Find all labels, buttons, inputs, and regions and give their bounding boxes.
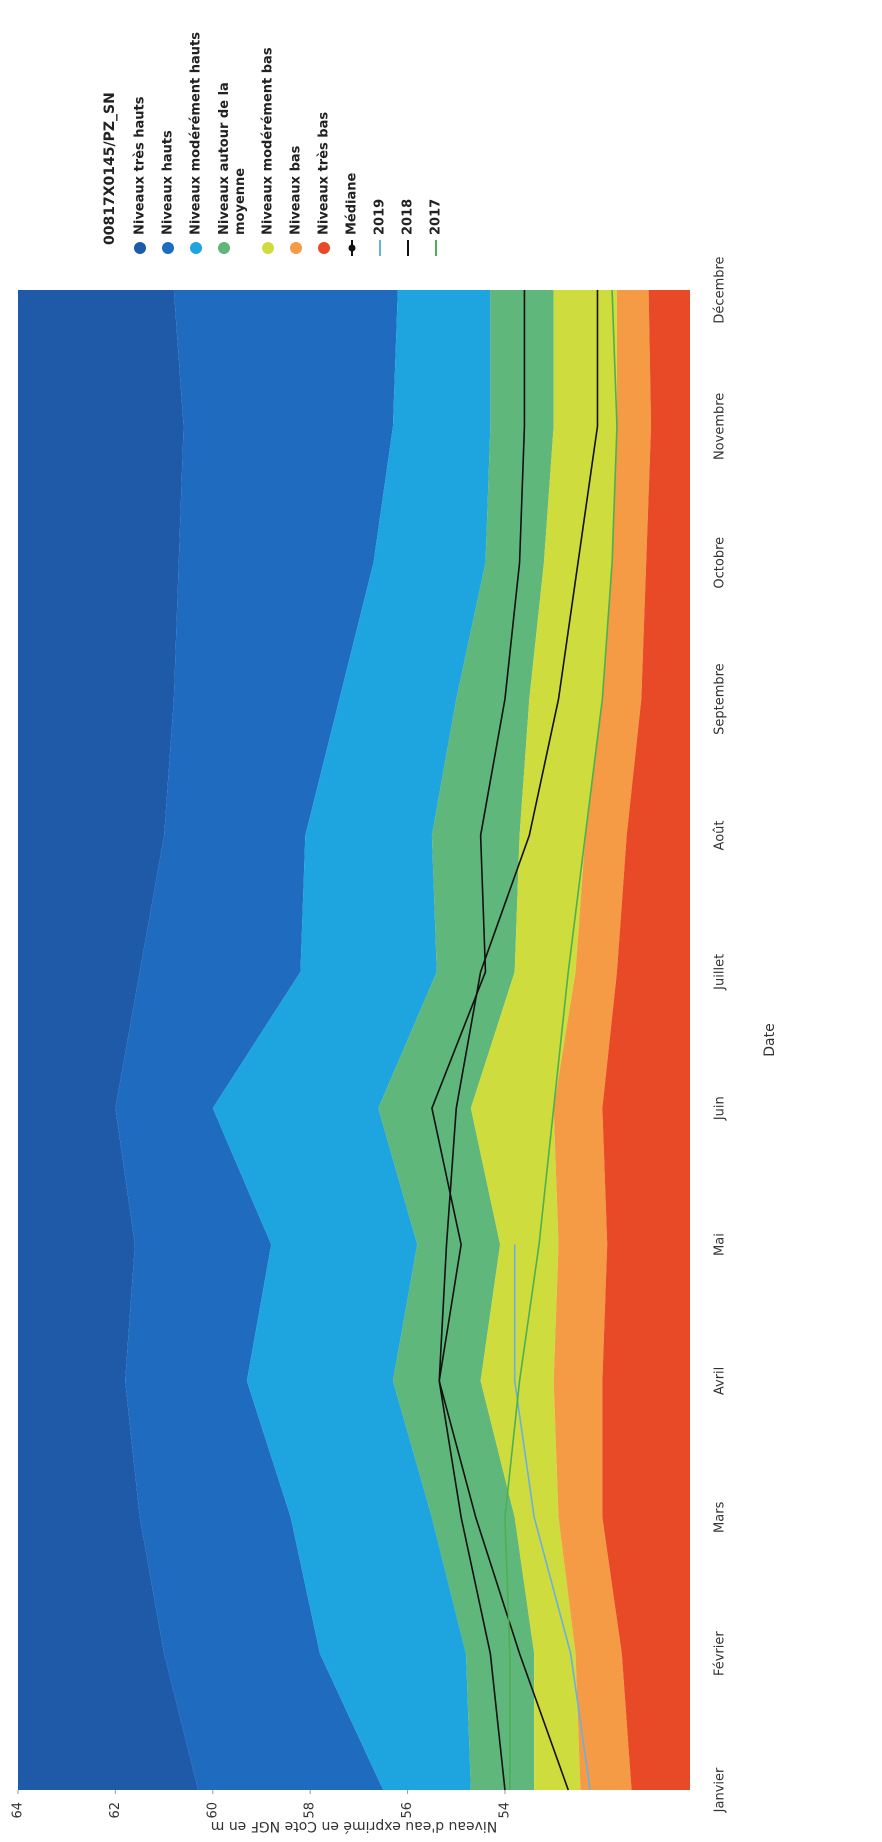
legend-label: 2019: [373, 199, 388, 235]
line-series: [431, 290, 526, 1791]
legend-marker: [134, 242, 146, 254]
x-tick-label: Juin: [713, 1096, 728, 1121]
x-tick-label: Novembre: [713, 393, 728, 460]
band-area: [378, 290, 554, 1790]
band-area: [602, 290, 690, 1790]
legend-marker: [190, 242, 202, 254]
legend-label: 2018: [401, 199, 416, 235]
y-tick-label: 56: [400, 1802, 415, 1819]
y-tick-label: 54: [497, 1802, 512, 1819]
band-area: [115, 290, 398, 1790]
x-tick-label: Mai: [713, 1233, 728, 1256]
legend-marker: [290, 242, 302, 254]
x-tick-label: Juillet: [713, 954, 728, 991]
x-tick-label: Octobre: [713, 537, 728, 589]
y-tick-label: 58: [303, 1802, 318, 1819]
legend-label: Niveaux modérément bas: [261, 47, 276, 235]
legend-label: Niveaux hauts: [161, 130, 176, 235]
x-tick-label: Septembre: [713, 663, 728, 735]
line-series: [438, 290, 599, 1791]
legend-marker: [162, 242, 174, 254]
x-axis-title: Date: [762, 1023, 778, 1056]
x-tick-label: Avril: [713, 1367, 728, 1395]
legend-marker: [318, 242, 330, 254]
line-series: [513, 1244, 591, 1791]
y-axis-title: Niveau d'eau exprimé en Cote NGF en m: [211, 1818, 498, 1834]
y-tick-label: 60: [205, 1802, 220, 1819]
legend-marker: [262, 242, 274, 254]
y-tick-label: 62: [108, 1802, 123, 1819]
legend-marker: [218, 242, 230, 254]
legend-label: 2017: [429, 199, 444, 235]
line-series: [504, 289, 618, 1790]
x-tick-label: Août: [713, 820, 728, 850]
legend-label-line: Niveaux autour de la: [217, 82, 232, 235]
band-area: [470, 290, 617, 1790]
legend-label: Niveaux très bas: [317, 112, 332, 235]
band-area: [553, 290, 652, 1790]
legend-label: Niveaux autour de lamoyenne: [217, 82, 248, 235]
legend-marker-dot: [348, 244, 356, 252]
legend-label: Médiane: [345, 172, 360, 235]
legend-label-line: moyenne: [233, 168, 248, 235]
rotated-chart: Date Niveau d'eau exprimé en Cote NGF en…: [11, 32, 779, 1834]
legend-title: 00817X0145/PZ_SN: [102, 92, 118, 245]
band-area: [212, 290, 491, 1790]
legend-label: Niveaux modérément hauts: [189, 32, 204, 235]
x-tick-label: Mars: [713, 1501, 728, 1533]
x-tick-label: Janvier: [713, 1767, 728, 1813]
legend-label: Niveaux bas: [289, 145, 304, 235]
y-tick-label: 64: [11, 1802, 26, 1819]
x-tick-label: Décembre: [713, 256, 728, 323]
x-tick-label: Février: [713, 1631, 728, 1676]
legend-label: Niveaux très hauts: [133, 96, 148, 235]
band-area: [18, 290, 199, 1790]
